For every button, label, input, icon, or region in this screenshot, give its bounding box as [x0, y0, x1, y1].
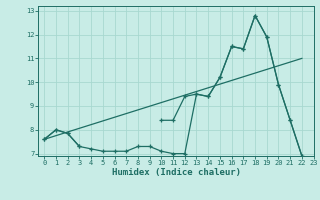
- X-axis label: Humidex (Indice chaleur): Humidex (Indice chaleur): [111, 168, 241, 177]
